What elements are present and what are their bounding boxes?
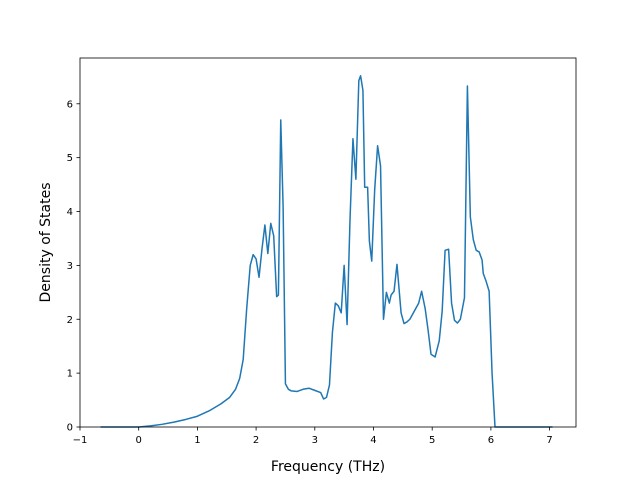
y-tick-label: 1 xyxy=(67,369,73,380)
x-tick-label: 0 xyxy=(136,435,142,446)
y-tick-label: 0 xyxy=(67,423,73,434)
x-tick-label: 3 xyxy=(312,435,318,446)
y-tick-label: 3 xyxy=(67,261,73,272)
plot-area xyxy=(100,75,553,428)
y-axis: 0 1 2 3 4 5 6 xyxy=(67,99,80,434)
y-axis-label: Density of States xyxy=(38,183,54,303)
y-tick-label: 6 xyxy=(67,99,73,110)
x-tick-label: 6 xyxy=(488,435,494,446)
y-tick-label: 4 xyxy=(67,207,73,218)
x-tick-label: 2 xyxy=(253,435,259,446)
x-tick-label: 5 xyxy=(429,435,435,446)
x-tick-label: −1 xyxy=(73,435,88,446)
x-axis-label: Frequency (THz) xyxy=(271,459,385,475)
series-line-0 xyxy=(100,75,553,428)
y-tick-label: 2 xyxy=(67,315,73,326)
y-tick-label: 5 xyxy=(67,153,73,164)
axes-frame xyxy=(79,57,577,428)
x-tick-label: 1 xyxy=(194,435,200,446)
x-tick-label: 4 xyxy=(370,435,376,446)
x-axis: −1 0 1 2 3 4 5 6 7 xyxy=(73,427,553,446)
x-tick-label: 7 xyxy=(546,435,552,446)
